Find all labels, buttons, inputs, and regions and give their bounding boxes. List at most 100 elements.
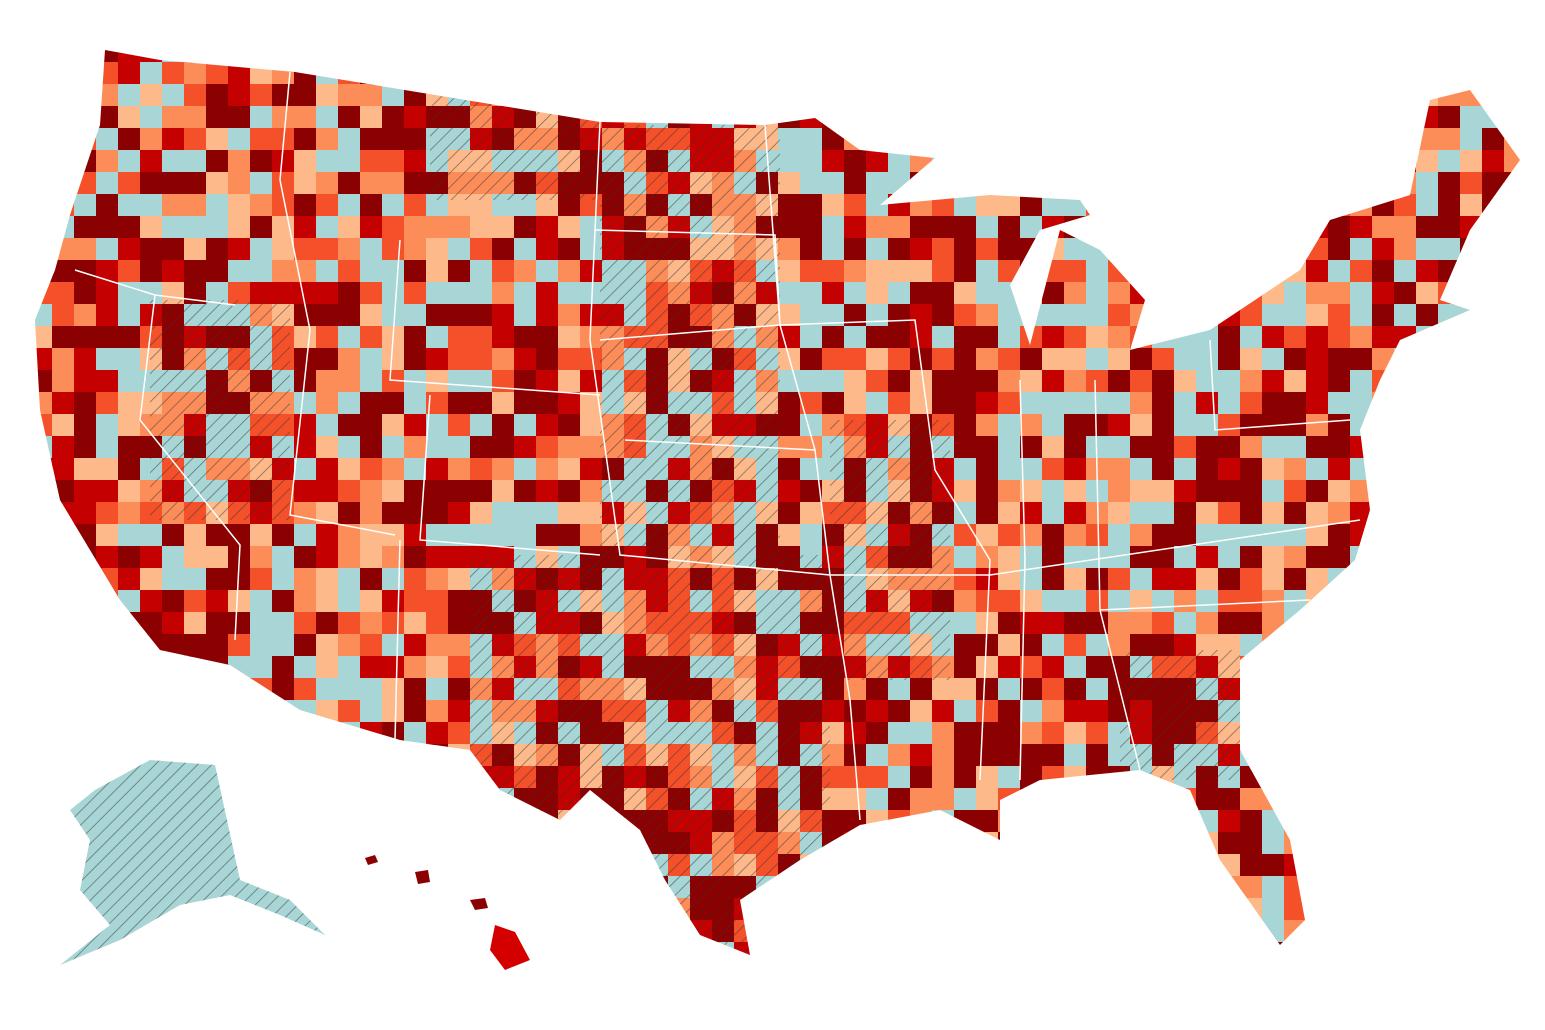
county: [96, 216, 119, 239]
county: [1152, 370, 1175, 393]
county: [96, 678, 119, 701]
county: [1262, 766, 1285, 789]
county: [1020, 172, 1043, 195]
county: [1416, 480, 1439, 503]
county: [52, 810, 75, 833]
county: [1394, 216, 1417, 239]
county: [140, 260, 163, 283]
county: [1130, 590, 1153, 613]
county: [888, 348, 911, 371]
county: [1482, 238, 1505, 261]
county: [976, 854, 999, 877]
county: [35, 788, 53, 811]
county: [1482, 150, 1505, 173]
county: [74, 700, 97, 723]
county: [866, 150, 889, 173]
county: [272, 854, 295, 877]
county: [1416, 722, 1439, 745]
county: [1240, 546, 1263, 569]
county: [1350, 260, 1373, 283]
county: [1064, 348, 1087, 371]
county: [1262, 238, 1285, 261]
county: [1020, 194, 1043, 217]
county: [162, 524, 185, 547]
county: [1130, 458, 1153, 481]
county: [1130, 414, 1153, 437]
county: [932, 370, 955, 393]
county: [1526, 62, 1545, 85]
county: [360, 502, 383, 525]
county: [1438, 524, 1461, 547]
county: [1174, 128, 1197, 151]
county: [1416, 788, 1439, 811]
county: [866, 216, 889, 239]
county: [184, 238, 207, 261]
county: [1328, 238, 1351, 261]
county: [536, 502, 559, 525]
county: [1350, 832, 1373, 855]
county: [118, 546, 141, 569]
county: [1218, 414, 1241, 437]
county: [1020, 744, 1043, 767]
county: [932, 216, 955, 239]
county: [1218, 524, 1241, 547]
county: [1174, 810, 1197, 833]
county: [580, 832, 603, 855]
county: [250, 744, 273, 767]
county: [1240, 106, 1263, 129]
county: [888, 392, 911, 415]
county: [1130, 546, 1153, 569]
county: [1504, 590, 1520, 613]
county: [316, 458, 339, 481]
county: [1152, 84, 1175, 107]
county: [1416, 612, 1439, 635]
county: [470, 502, 493, 525]
county: [1108, 392, 1131, 415]
county: [338, 788, 361, 811]
county: [426, 436, 449, 459]
county: [272, 964, 295, 987]
county: [954, 744, 977, 767]
county: [1306, 282, 1329, 305]
county: [338, 172, 361, 195]
county: [580, 480, 603, 503]
county: [536, 436, 559, 459]
county: [1086, 634, 1109, 657]
county: [1350, 84, 1373, 107]
county: [800, 370, 823, 393]
county: [316, 876, 339, 899]
county: [448, 370, 471, 393]
county: [1064, 370, 1087, 393]
county: [1086, 238, 1109, 261]
county: [558, 216, 581, 239]
county: [206, 524, 229, 547]
county: [1460, 876, 1483, 899]
county: [1482, 942, 1505, 955]
county: [382, 128, 405, 151]
county: [294, 216, 317, 239]
county: [96, 150, 119, 173]
county: [52, 326, 75, 349]
county: [1108, 832, 1131, 855]
county: [1350, 106, 1373, 129]
county: [1482, 876, 1505, 899]
county: [140, 656, 163, 679]
county: [1350, 788, 1373, 811]
county: [1350, 964, 1373, 987]
county: [338, 326, 361, 349]
county: [778, 62, 801, 85]
county: [1482, 62, 1505, 85]
county: [35, 810, 53, 833]
county: [602, 964, 625, 987]
county: [118, 744, 141, 767]
county: [888, 260, 911, 283]
county: [1240, 700, 1263, 723]
county: [1394, 612, 1417, 635]
county: [976, 348, 999, 371]
county: [712, 50, 735, 63]
county: [1262, 50, 1285, 63]
county: [404, 832, 427, 855]
county: [1130, 282, 1153, 305]
county: [96, 546, 119, 569]
county: [1262, 898, 1285, 921]
